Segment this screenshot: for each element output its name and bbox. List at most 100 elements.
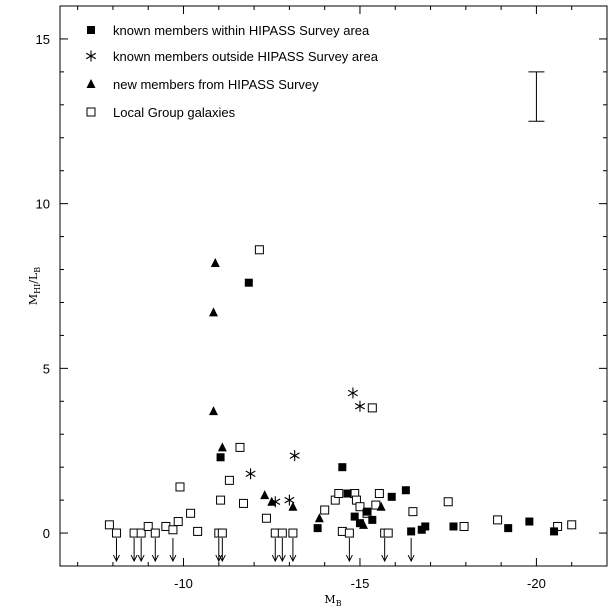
data-point-open-square — [150, 528, 160, 538]
data-point-filled-square — [368, 515, 377, 524]
data-point-filled-triangle — [267, 496, 277, 506]
data-point-open-square — [459, 521, 469, 531]
data-point-open-square — [355, 502, 365, 512]
data-point-open-square — [288, 528, 298, 538]
data-point-open-square — [493, 515, 503, 525]
data-point-star — [284, 494, 295, 506]
data-point-open-square — [217, 528, 227, 538]
data-point-filled-square — [401, 486, 410, 495]
upper-limit-arrowhead — [345, 554, 353, 563]
data-point-open-square — [408, 507, 418, 517]
data-point-open-square — [104, 520, 114, 530]
upper-limit-arrowhead — [137, 554, 145, 563]
data-point-open-square — [344, 528, 354, 538]
upper-limit-arrowhead — [289, 554, 297, 563]
legend-label: Local Group galaxies — [113, 105, 236, 120]
data-point-filled-square — [244, 278, 253, 287]
data-point-open-square — [136, 528, 146, 538]
data-point-open-square — [567, 520, 577, 530]
data-point-star — [270, 496, 281, 508]
legend-marker-filled-triangle — [86, 79, 96, 88]
data-point-filled-triangle — [210, 257, 220, 267]
data-point-open-square — [224, 475, 234, 485]
data-point-filled-square — [338, 463, 347, 472]
upper-limit-arrowhead — [169, 554, 177, 563]
data-point-filled-triangle — [260, 490, 270, 500]
data-point-filled-square — [216, 453, 225, 462]
data-point-filled-square — [313, 524, 322, 533]
data-point-open-square — [443, 497, 453, 507]
data-point-filled-square — [343, 489, 352, 498]
x-tick-label: -15 — [351, 576, 370, 591]
data-point-filled-square — [525, 517, 534, 526]
axis-ticks — [60, 6, 608, 566]
upper-limit-arrowhead — [278, 554, 286, 563]
data-point-open-square — [186, 508, 196, 518]
data-point-open-square — [193, 526, 203, 536]
data-point-filled-square — [449, 522, 458, 531]
data-point-star — [245, 468, 256, 480]
legend-label: known members within HIPASS Survey area — [113, 23, 370, 38]
data-marks — [104, 245, 577, 538]
data-point-filled-square — [550, 527, 559, 536]
data-point-filled-square — [421, 522, 430, 531]
legend-marker-star — [85, 50, 97, 62]
data-point-open-square — [277, 528, 287, 538]
plot-frame — [59, 5, 608, 567]
x-tick-label: -20 — [527, 576, 546, 591]
upper-limit-arrowhead — [113, 554, 120, 563]
data-point-filled-square — [407, 527, 416, 536]
legend-label: new members from HIPASS Survey — [113, 77, 319, 92]
upper-limit-arrowhead — [218, 554, 226, 563]
data-point-open-square — [383, 528, 393, 538]
x-tick-label: -10 — [174, 576, 193, 591]
y-tick-label: 15 — [36, 32, 50, 47]
y-tick-labels: 0 5 10 15 — [36, 32, 50, 541]
upper-limit-arrows — [113, 538, 415, 563]
upper-limit-arrowhead — [151, 554, 159, 563]
data-point-star — [347, 387, 358, 399]
y-tick-label: 10 — [36, 197, 50, 212]
data-point-star — [289, 450, 300, 462]
upper-limit-arrowhead — [130, 554, 138, 563]
data-point-filled-triangle — [209, 406, 219, 416]
data-point-filled-square — [387, 492, 396, 501]
data-point-filled-square — [355, 519, 364, 528]
data-point-open-square — [173, 517, 183, 527]
data-point-open-square — [216, 495, 226, 505]
x-tick-labels: -10 -15 -20 — [174, 576, 546, 591]
data-point-filled-triangle — [217, 442, 227, 452]
data-point-open-square — [235, 442, 245, 452]
data-point-open-square — [254, 245, 264, 255]
data-point-open-square — [143, 521, 153, 531]
error-bar — [528, 71, 545, 122]
data-point-open-square — [111, 528, 121, 538]
data-point-open-square — [261, 513, 271, 523]
data-point-filled-triangle — [314, 513, 324, 523]
data-point-open-square — [175, 482, 185, 492]
data-point-filled-triangle — [376, 501, 386, 511]
data-point-filled-triangle — [209, 307, 219, 317]
data-point-filled-square — [350, 512, 359, 521]
legend-marker-open-square — [86, 107, 96, 117]
y-tick-label: 5 — [43, 361, 50, 376]
data-point-open-square — [239, 498, 249, 508]
upper-limit-arrowhead — [271, 554, 279, 563]
y-axis-label: MHI/LB — [27, 267, 42, 305]
upper-limit-arrowhead — [381, 554, 389, 563]
data-point-open-square — [320, 505, 330, 515]
x-axis-label: MB — [324, 593, 341, 607]
data-point-star — [354, 400, 366, 412]
data-point-open-square — [374, 489, 384, 499]
upper-limit-arrowhead — [407, 554, 415, 563]
legend-marker-filled-square — [87, 26, 95, 34]
legend-label: known members outside HIPASS Survey area — [113, 49, 379, 64]
data-point-filled-square — [363, 507, 372, 516]
data-point-filled-triangle — [288, 501, 298, 511]
y-tick-label: 0 — [43, 526, 50, 541]
legend: known members within HIPASS Survey area k… — [85, 23, 379, 120]
data-point-open-square — [367, 403, 377, 413]
data-point-open-square — [168, 525, 178, 535]
data-point-filled-square — [504, 524, 513, 533]
